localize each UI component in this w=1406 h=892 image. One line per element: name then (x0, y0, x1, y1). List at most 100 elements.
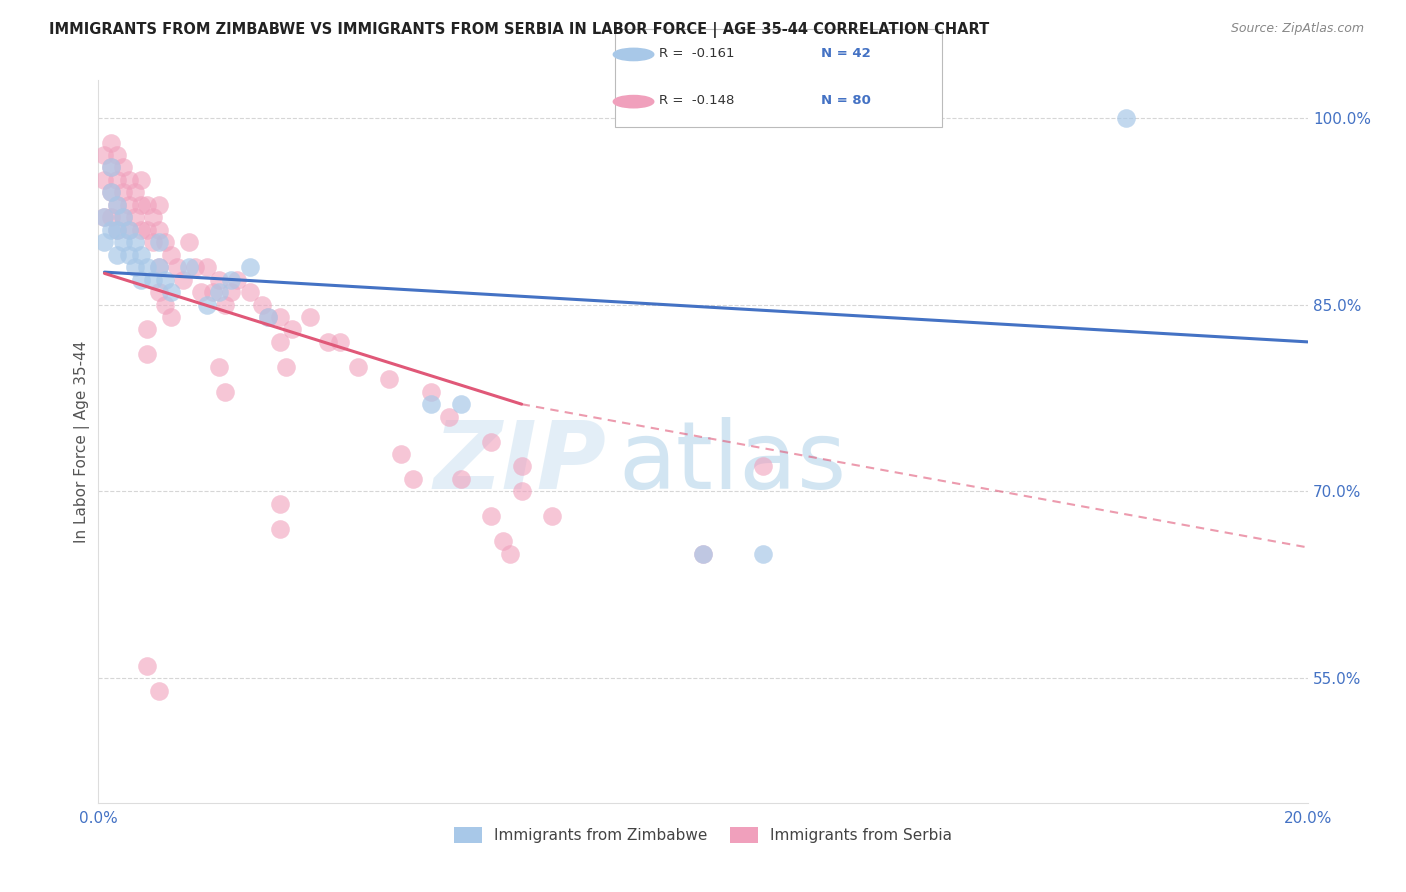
Point (100, 186, 122, 200)
Point (100, 186, 122, 200)
Point (184, 260, 207, 274)
Point (160, 310, 183, 324)
Point (221, 285, 243, 299)
Point (124, 211, 146, 225)
Text: atlas: atlas (619, 417, 846, 509)
Point (105, 148, 128, 162)
Point (124, 235, 146, 250)
Text: N = 80: N = 80 (821, 94, 870, 107)
Point (221, 272, 243, 286)
Point (105, 248, 128, 262)
Point (347, 359, 370, 374)
Point (281, 322, 304, 336)
Point (179, 260, 201, 274)
Point (498, 547, 520, 561)
Point (93, 235, 115, 250)
Point (269, 310, 291, 324)
Point (160, 285, 183, 299)
Point (437, 409, 460, 424)
Point (208, 285, 231, 299)
Point (118, 198, 141, 212)
Point (105, 198, 128, 212)
Point (214, 384, 236, 399)
Point (111, 161, 134, 175)
Point (420, 397, 443, 411)
Point (692, 547, 714, 561)
Point (100, 161, 122, 175)
Point (299, 310, 322, 324)
Point (124, 186, 146, 200)
Point (135, 347, 157, 361)
Point (250, 297, 273, 311)
Point (214, 297, 236, 311)
Point (135, 223, 157, 237)
Point (274, 359, 297, 374)
Circle shape (613, 95, 654, 108)
Text: Source: ZipAtlas.com: Source: ZipAtlas.com (1230, 22, 1364, 36)
Point (111, 211, 134, 225)
Point (329, 334, 352, 349)
Point (105, 173, 128, 187)
FancyBboxPatch shape (614, 29, 942, 128)
Point (124, 260, 146, 274)
Point (148, 260, 170, 274)
Point (481, 509, 503, 524)
Point (142, 272, 165, 286)
Point (692, 547, 714, 561)
Point (269, 334, 291, 349)
Point (239, 260, 262, 274)
Point (100, 161, 122, 175)
Point (148, 198, 170, 212)
Point (195, 260, 218, 274)
Point (166, 260, 188, 274)
Point (226, 272, 249, 286)
Point (377, 372, 399, 386)
Point (540, 509, 562, 524)
Legend: Immigrants from Zimbabwe, Immigrants from Serbia: Immigrants from Zimbabwe, Immigrants fro… (449, 822, 957, 849)
Point (100, 211, 122, 225)
Point (269, 497, 291, 511)
Point (316, 334, 339, 349)
Point (160, 248, 183, 262)
Point (142, 211, 165, 225)
Point (93, 173, 115, 187)
Point (118, 223, 141, 237)
Point (510, 459, 533, 474)
Point (752, 547, 775, 561)
Circle shape (613, 48, 654, 61)
Point (208, 359, 231, 374)
Point (129, 248, 152, 262)
Point (100, 223, 122, 237)
Point (135, 322, 157, 336)
Point (129, 173, 152, 187)
Point (402, 472, 425, 486)
Point (118, 248, 141, 262)
Point (389, 447, 412, 461)
Point (148, 223, 170, 237)
Point (172, 272, 194, 286)
Point (111, 186, 134, 200)
Point (148, 683, 170, 698)
Point (450, 472, 472, 486)
Point (256, 310, 278, 324)
Text: IMMIGRANTS FROM ZIMBABWE VS IMMIGRANTS FROM SERBIA IN LABOR FORCE | AGE 35-44 CO: IMMIGRANTS FROM ZIMBABWE VS IMMIGRANTS F… (49, 22, 990, 38)
Point (118, 173, 141, 187)
Text: R =  -0.148: R = -0.148 (659, 94, 734, 107)
Point (195, 297, 218, 311)
Point (129, 223, 152, 237)
Point (118, 223, 141, 237)
Point (208, 272, 231, 286)
Point (93, 148, 115, 162)
Text: N = 42: N = 42 (821, 46, 870, 60)
Point (153, 272, 176, 286)
Point (93, 211, 115, 225)
Point (481, 434, 503, 449)
Point (420, 384, 443, 399)
Point (148, 285, 170, 299)
Point (492, 534, 515, 549)
Point (135, 658, 157, 673)
Point (239, 285, 262, 299)
Point (100, 136, 122, 150)
Point (148, 260, 170, 274)
Point (111, 235, 134, 250)
